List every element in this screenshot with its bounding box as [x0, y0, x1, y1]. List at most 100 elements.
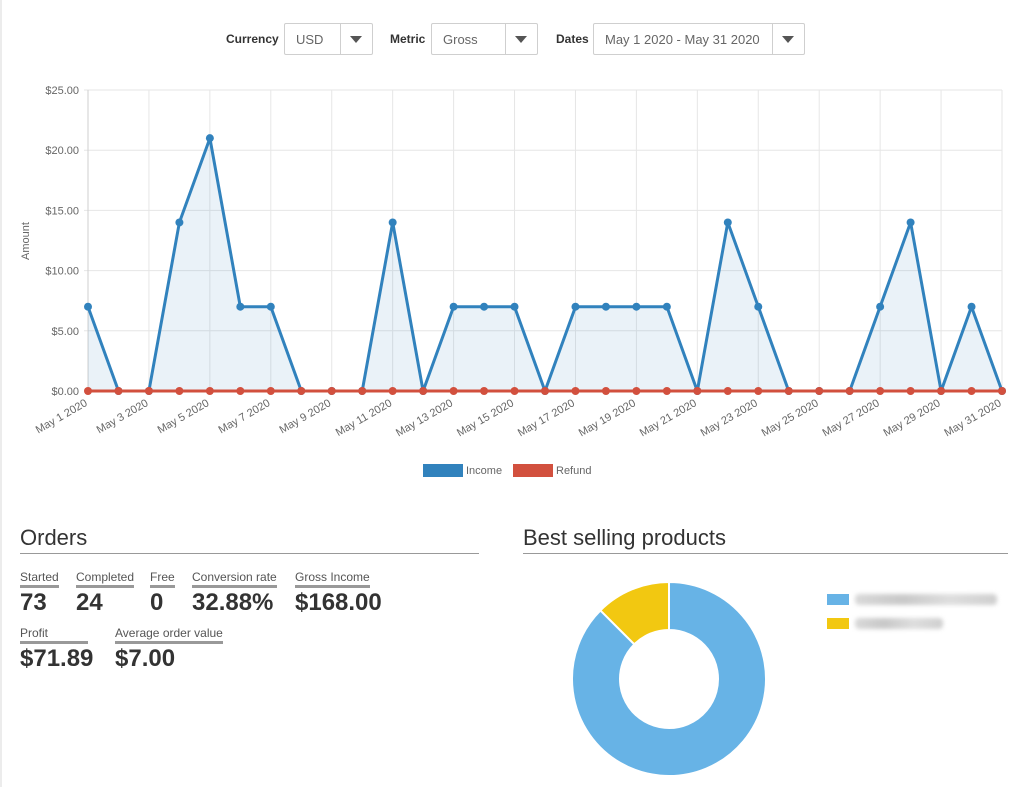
blurred-product-name — [855, 618, 943, 629]
currency-select[interactable]: USD — [284, 23, 373, 55]
point-income[interactable] — [84, 302, 92, 311]
point-refund[interactable] — [723, 387, 732, 395]
income-refund-chart: $0.00 $5.00 $10.00 $15.00 $20.00 $25.00 Amoun… — [20, 85, 1006, 439]
point-refund[interactable] — [510, 387, 519, 395]
metric-value: $71.89 — [20, 645, 94, 672]
x-tick-label: May 5 2020 — [156, 397, 212, 436]
point-income[interactable] — [723, 218, 732, 227]
point-income[interactable] — [662, 302, 671, 311]
point-income[interactable] — [449, 302, 458, 311]
currency-value: USD — [296, 32, 324, 47]
point-refund[interactable] — [449, 387, 458, 395]
x-tick-label: May 1 2020 — [34, 397, 90, 436]
metric-value: 73 — [20, 589, 47, 616]
donut-slice-2[interactable] — [598, 580, 670, 646]
x-tick-label: May 13 2020 — [394, 397, 455, 439]
best-selling-divider — [523, 553, 1008, 554]
metric-free: Free 0 — [150, 568, 175, 617]
point-refund[interactable] — [358, 387, 367, 395]
metric-dropdown-button[interactable] — [505, 24, 537, 54]
point-refund[interactable] — [906, 387, 915, 395]
point-income[interactable] — [601, 302, 610, 311]
point-refund[interactable] — [632, 387, 641, 395]
metric-started: Started 73 — [20, 568, 59, 617]
point-refund[interactable] — [144, 387, 153, 395]
point-income[interactable] — [236, 302, 245, 311]
point-refund[interactable] — [967, 387, 976, 395]
point-refund[interactable] — [571, 387, 580, 395]
point-refund[interactable] — [693, 387, 702, 395]
point-income[interactable] — [754, 302, 763, 311]
point-refund[interactable] — [480, 387, 489, 395]
point-refund[interactable] — [266, 387, 275, 395]
chart-series — [84, 134, 1006, 395]
point-refund[interactable] — [815, 387, 824, 395]
point-refund[interactable] — [114, 387, 123, 395]
chart-legend: Income Refund — [0, 464, 1024, 480]
x-tick-label: May 27 2020 — [821, 397, 882, 439]
point-income[interactable] — [632, 302, 641, 311]
product-legend-item-1[interactable] — [827, 594, 1007, 606]
legend-income-swatch[interactable] — [423, 464, 463, 477]
y-axis-label: Amount — [20, 222, 32, 260]
series-area-income — [88, 138, 1002, 391]
currency-dropdown-button[interactable] — [340, 24, 372, 54]
y-tick-label: $20.00 — [45, 145, 79, 157]
point-refund[interactable] — [784, 387, 793, 395]
metric-select[interactable]: Gross — [431, 23, 538, 55]
dates-dropdown-button[interactable] — [772, 24, 804, 54]
product-legend-item-2[interactable] — [827, 618, 1007, 630]
chart-grid — [84, 89, 1003, 395]
point-refund[interactable] — [754, 387, 763, 395]
x-tick-label: May 3 2020 — [95, 397, 151, 436]
point-income[interactable] — [967, 302, 976, 311]
legend-refund-label[interactable]: Refund — [556, 465, 592, 477]
point-refund[interactable] — [876, 387, 885, 395]
point-refund[interactable] — [601, 387, 610, 395]
metric-value: 32.88% — [192, 589, 274, 616]
chevron-down-icon — [515, 36, 527, 43]
metric-label: Gross Income — [295, 570, 370, 588]
point-refund[interactable] — [175, 387, 184, 395]
metric-label: Conversion rate — [192, 570, 277, 588]
dates-value: May 1 2020 - May 31 2020 — [605, 32, 760, 47]
point-income[interactable] — [510, 302, 519, 311]
point-refund[interactable] — [845, 387, 854, 395]
y-axis-ticks: $0.00 $5.00 $10.00 $15.00 $20.00 $25.00 — [45, 85, 79, 398]
point-income[interactable] — [205, 134, 214, 143]
point-income[interactable] — [480, 302, 489, 311]
point-refund[interactable] — [236, 387, 245, 395]
legend-refund-swatch[interactable] — [513, 464, 553, 477]
left-border — [0, 0, 2, 787]
legend-income-label[interactable]: Income — [466, 465, 503, 477]
point-income[interactable] — [266, 302, 275, 311]
point-refund[interactable] — [84, 387, 92, 395]
point-refund[interactable] — [937, 387, 946, 395]
point-refund[interactable] — [205, 387, 214, 395]
y-tick-label: $0.00 — [51, 386, 79, 398]
point-refund[interactable] — [419, 387, 428, 395]
point-refund[interactable] — [662, 387, 671, 395]
point-refund[interactable] — [388, 387, 397, 395]
point-refund[interactable] — [998, 387, 1006, 395]
point-refund[interactable] — [541, 387, 549, 395]
point-refund[interactable] — [297, 387, 306, 395]
metric-conversion-rate: Conversion rate 32.88% — [192, 568, 277, 617]
donut-slice-1[interactable] — [571, 580, 767, 777]
dates-select[interactable]: May 1 2020 - May 31 2020 — [593, 23, 805, 55]
currency-label: Currency — [226, 32, 279, 46]
x-tick-label: May 25 2020 — [760, 397, 821, 439]
filter-bar: Currency USD Metric Gross Dates May 1 20… — [0, 23, 1024, 55]
point-income[interactable] — [906, 218, 915, 227]
metric-label: Completed — [76, 570, 135, 588]
dates-label: Dates — [556, 32, 589, 46]
point-refund[interactable] — [327, 387, 336, 395]
point-income[interactable] — [175, 218, 184, 227]
point-income[interactable] — [876, 302, 885, 311]
x-axis-ticks: May 1 2020 May 3 2020 May 5 2020 May 7 2020… — [34, 397, 1004, 439]
point-income[interactable] — [571, 302, 580, 311]
y-tick-label: $10.00 — [45, 266, 79, 278]
metric-label: Metric — [390, 32, 426, 46]
legend-swatch — [827, 594, 849, 605]
point-income[interactable] — [388, 218, 397, 227]
